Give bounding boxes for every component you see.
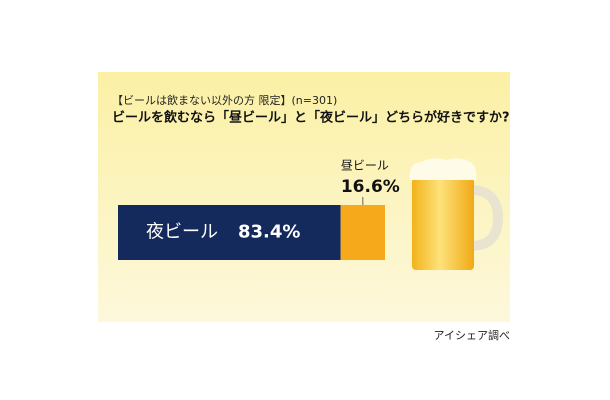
chart-subtitle: 【ビールは飲まない以外の方 限定】(n=301) (112, 93, 337, 107)
mug-body (412, 178, 474, 270)
mug-foam (409, 158, 477, 180)
bar-segment (340, 205, 385, 260)
series-label: 昼ビール (341, 159, 389, 173)
source-note: アイシェア調べ (434, 328, 510, 342)
series-label: 夜ビール (146, 222, 218, 243)
mug-handle (469, 185, 504, 251)
chart-title: ビールを飲むなら「昼ビール」と「夜ビール」どちらが好きですか? (112, 110, 510, 126)
bar-segment (118, 205, 341, 260)
value-label: 16.6% (341, 177, 400, 197)
value-label: 83.4% (238, 222, 300, 243)
beer-mug (409, 158, 504, 270)
